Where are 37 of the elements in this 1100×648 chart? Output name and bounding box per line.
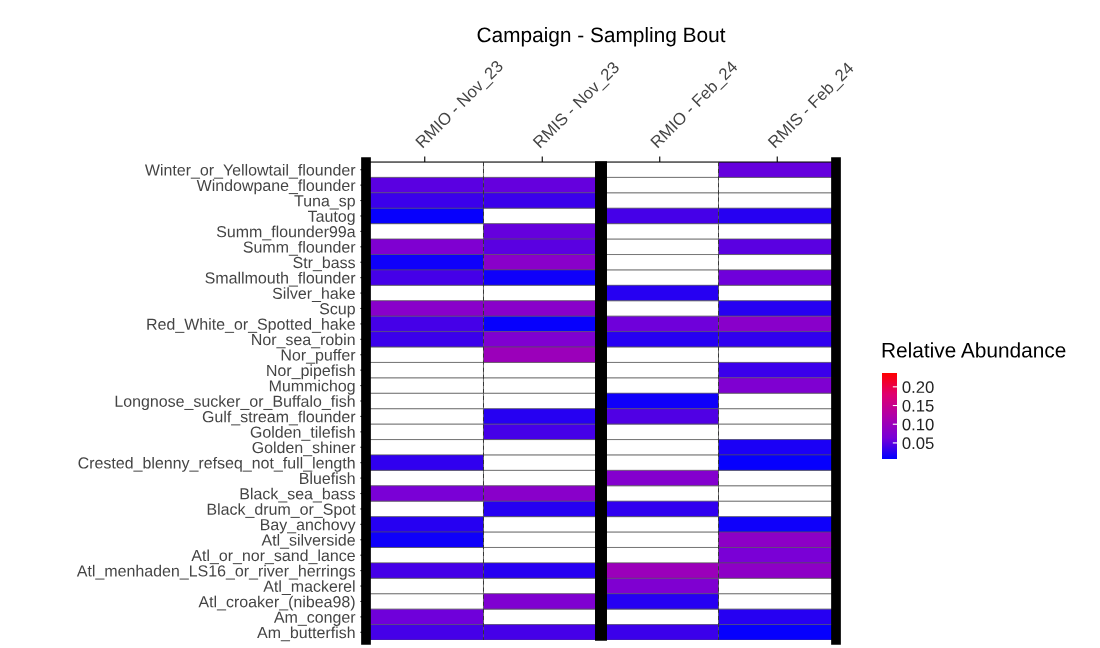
color-bar-label: 0.20 (902, 381, 934, 394)
x-axis-title: Campaign - Sampling Bout (477, 26, 726, 47)
y-tick-label: Am_conger (273, 611, 356, 626)
y-tick-label: Winter_or_Yellowtail_flounder (144, 163, 356, 179)
y-tick-label: Atl_menhaden_LS16_or_river_herrings (76, 564, 356, 580)
color-bar-label: 0.10 (902, 418, 934, 431)
y-tick-label: Black_sea_bass (240, 487, 356, 503)
y-tick-label: Smallmouth_flounder (205, 271, 356, 287)
y-tick-label: Black_drum_or_Spot (207, 503, 356, 519)
y-tick-label: Mummichog (269, 379, 355, 395)
y-tick-label: Atl_silverside (261, 533, 355, 549)
y-tick-label: Red_White_or_Spotted_hake (147, 318, 355, 333)
y-tick-label: Summ_flounder (243, 241, 356, 256)
color-bar-title: Relative Abundance (882, 342, 1066, 358)
y-tick-label: Atl_mackerel (263, 580, 355, 595)
y-tick-label: Nor_sea_robin (252, 333, 355, 349)
y-tick-label: Bluefish (300, 472, 355, 485)
y-tick-label: Summ_flounder99a (216, 225, 356, 241)
y-tick-label: Nor_puffer (281, 348, 356, 364)
y-tick-label: Golden_tilefish (250, 426, 355, 441)
y-tick-label: Windowpane_flounder (196, 179, 356, 195)
y-tick-label: Tautog (308, 210, 355, 226)
color-bar-label: 0.15 (902, 399, 934, 412)
y-tick-label: Tuna_sp (294, 195, 355, 210)
y-tick-label: Atl_croaker_(nibea98) (198, 595, 355, 611)
y-tick-label: Am_butterfish (257, 626, 355, 642)
y-tick-label: Nor_pipefish (267, 364, 355, 380)
y-tick-label: Str_bass (293, 256, 356, 272)
y-tick-label: Longnose_sucker_or_Buffalo_fish (115, 395, 355, 411)
y-tick-label: Silver_hake (272, 287, 355, 303)
y-tick-label: Scup (319, 303, 355, 318)
y-tick-label: Golden_shiner (252, 441, 356, 457)
color-bar-label: 0.05 (902, 437, 934, 450)
y-tick-label: Bay_anchovy (261, 518, 356, 534)
y-tick-label: Gulf_stream_flounder (202, 410, 356, 426)
y-tick-label: Crested_blenny_refseq_not_full_length (78, 456, 355, 472)
y-tick-label: Atl_or_nor_sand_lance (191, 549, 355, 565)
